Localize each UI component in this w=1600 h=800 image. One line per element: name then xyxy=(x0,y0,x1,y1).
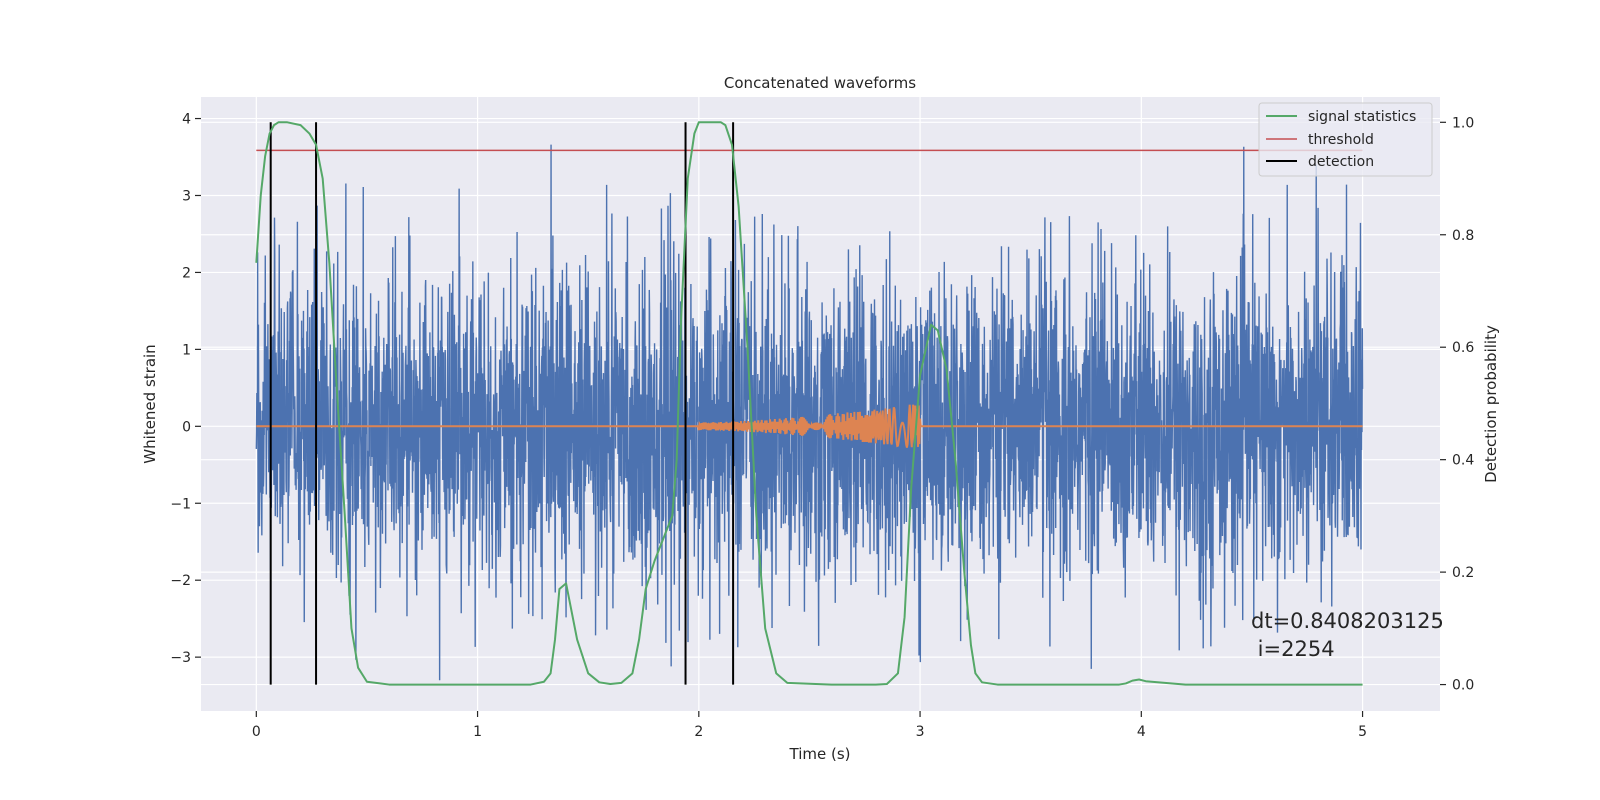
y-tick-label: 4 xyxy=(182,112,191,128)
x-tick-label: 4 xyxy=(1137,724,1146,740)
annotation: dt=0.8408203125 i=2254 xyxy=(1251,609,1444,661)
y2-tick-label: 0.0 xyxy=(1452,678,1474,694)
legend: signal statistics threshold detection xyxy=(1258,102,1433,177)
y-tick-label: 0 xyxy=(182,419,191,435)
y-tick-label: 2 xyxy=(182,265,191,281)
y2-tick-label: 0.8 xyxy=(1452,228,1474,244)
x-tick-label: 3 xyxy=(916,724,925,740)
y-tick-label: 3 xyxy=(182,188,191,204)
series-line-signal-statistics xyxy=(255,121,1363,686)
legend-label-threshold: threshold xyxy=(1308,132,1374,148)
legend-box xyxy=(1258,102,1433,177)
x-axis-label: Time (s) xyxy=(789,745,851,763)
y2-tick-label: 0.4 xyxy=(1452,453,1474,469)
annotation-i: i=2254 xyxy=(1251,637,1335,661)
y-axis-label: Whitened strain xyxy=(141,344,159,463)
legend-label-detection: detection xyxy=(1308,154,1374,170)
data-layer xyxy=(255,121,1364,686)
y2-axis-label: Detection probability xyxy=(1482,325,1500,483)
x-tick-label: 2 xyxy=(694,724,703,740)
y2-tick-label: 1.0 xyxy=(1452,115,1474,131)
legend-label-signal-statistics: signal statistics xyxy=(1308,109,1416,125)
y2-tick-label: 0.2 xyxy=(1452,565,1474,581)
series-line-injected-signal xyxy=(256,404,1363,448)
y-tick-label: −2 xyxy=(170,573,191,589)
y-tick-label: −1 xyxy=(170,496,191,512)
x-tick-label: 0 xyxy=(252,724,261,740)
chart-title: Concatenated waveforms xyxy=(724,74,916,92)
y-tick-label: 1 xyxy=(182,342,191,358)
y-tick-label: −3 xyxy=(170,650,191,666)
x-axis-ticks: 0 1 2 3 4 5 xyxy=(252,711,1367,740)
x-tick-label: 1 xyxy=(473,724,482,740)
y2-axis-ticks: 0.0 0.2 0.4 0.6 0.8 1.0 xyxy=(1440,115,1474,694)
y-axis-ticks: −3 −2 −1 0 1 2 3 4 xyxy=(170,112,201,666)
annotation-dt: dt=0.8408203125 xyxy=(1251,609,1444,633)
x-tick-label: 5 xyxy=(1358,724,1367,740)
series-line-whitened-strain xyxy=(255,144,1364,681)
y2-tick-label: 0.6 xyxy=(1452,340,1474,356)
